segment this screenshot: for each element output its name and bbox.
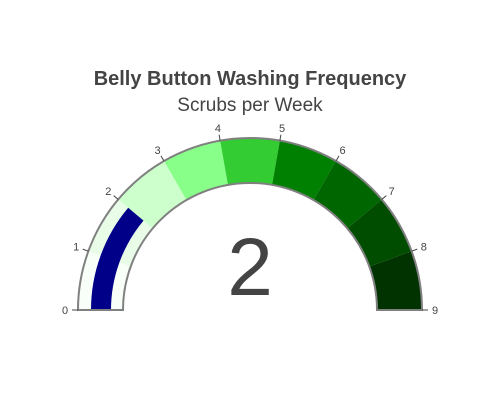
gauge-tick-1 [82, 248, 89, 252]
gauge-tick-7 [381, 195, 387, 200]
gauge-tick-label-1: 1 [73, 242, 79, 254]
gauge-ticks: 0 1 2 3 4 5 6 7 8 9 [62, 123, 438, 317]
gauge-step-4 [220, 138, 280, 185]
gauge-tick-8 [411, 248, 418, 252]
gauge-border [76, 137, 424, 311]
gauge-tick-label-6: 6 [339, 145, 345, 157]
gauge-tick-label-5: 5 [279, 123, 285, 135]
gauge-tick-6 [335, 155, 340, 162]
gauge-tick-label-8: 8 [421, 242, 427, 254]
gauge-value-bar [91, 207, 144, 310]
chart-subtitle: Scrubs per Week [177, 95, 323, 116]
gauge-bar-group [91, 207, 144, 310]
gauge-tick-label-0: 0 [62, 305, 68, 317]
chart-title: Belly Button Washing Frequency [94, 68, 407, 90]
gauge-step-3 [164, 140, 228, 201]
gauge-outline [76, 137, 424, 311]
gauge-step-7 [347, 199, 412, 267]
gauge-tick-label-9: 9 [432, 305, 438, 317]
gauge-tick-label-3: 3 [154, 145, 160, 157]
gauge-tick-3 [160, 155, 165, 162]
gauge-tick-2 [113, 195, 119, 200]
gauge-tick-label-7: 7 [389, 186, 395, 198]
gauge-tick-label-2: 2 [105, 186, 111, 198]
gauge-tick-4 [218, 134, 221, 141]
gauge-step-5 [272, 140, 336, 201]
gauge-value: 2 [227, 222, 273, 313]
gauge-step-8 [369, 251, 422, 310]
gauge-tick-5 [279, 134, 282, 141]
gauge-tick-label-4: 4 [215, 123, 221, 135]
